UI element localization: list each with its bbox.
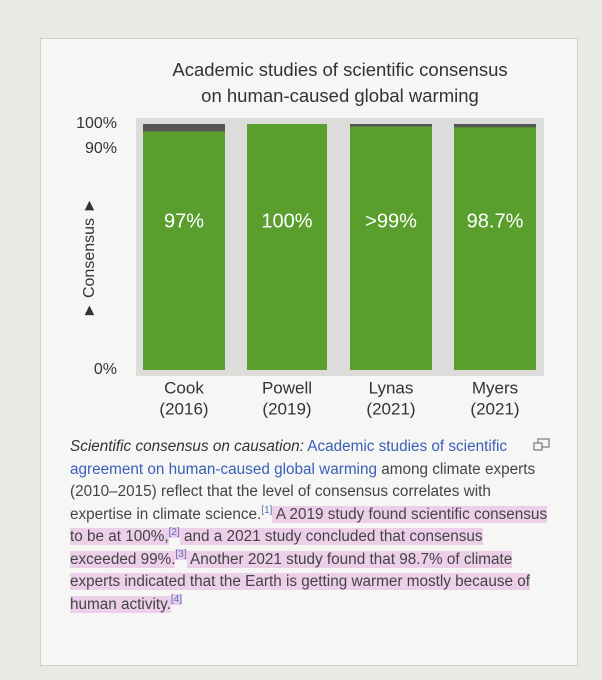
bar (247, 124, 327, 370)
bar (350, 126, 432, 371)
bar (454, 127, 536, 370)
bar (143, 131, 225, 370)
chart-title: Academic studies of scientific consensus (172, 59, 507, 80)
enlarge-icon[interactable] (532, 438, 552, 452)
chart: Academic studies of scientific consensus… (76, 59, 544, 418)
reference[interactable]: [4] (170, 594, 183, 606)
value-label: 100% (261, 210, 312, 232)
chart-title: on human-caused global warming (201, 85, 479, 106)
y-tick-label: 90% (85, 140, 117, 157)
x-tick-label: Lynas (369, 378, 414, 397)
x-tick-label: (2021) (366, 399, 415, 418)
x-tick-label: (2019) (262, 399, 311, 418)
y-tick-label: 100% (76, 115, 117, 132)
value-label: 98.7% (467, 210, 524, 232)
caption-lead: Scientific consensus on causation: (70, 438, 304, 455)
caption-link[interactable]: Academic studies of scientific agreement… (70, 438, 508, 478)
reference[interactable]: [1] (261, 504, 273, 516)
value-label: >99% (365, 210, 417, 232)
value-label: 97% (164, 210, 204, 232)
y-axis-label: ► Consensus ► (81, 198, 98, 319)
caption: Scientific consensus on causation: Acade… (70, 436, 548, 616)
caption-text: among climate experts (2010–2015) reflec… (70, 460, 536, 523)
reference[interactable]: [2] (168, 526, 180, 538)
x-tick-label: Cook (164, 378, 204, 397)
x-tick-label: Myers (472, 378, 518, 397)
x-tick-label: (2016) (159, 399, 208, 418)
x-tick-label: Powell (262, 378, 312, 397)
x-tick-label: (2021) (470, 399, 519, 418)
reference[interactable]: [3] (175, 549, 187, 561)
y-tick-label: 0% (94, 361, 117, 378)
